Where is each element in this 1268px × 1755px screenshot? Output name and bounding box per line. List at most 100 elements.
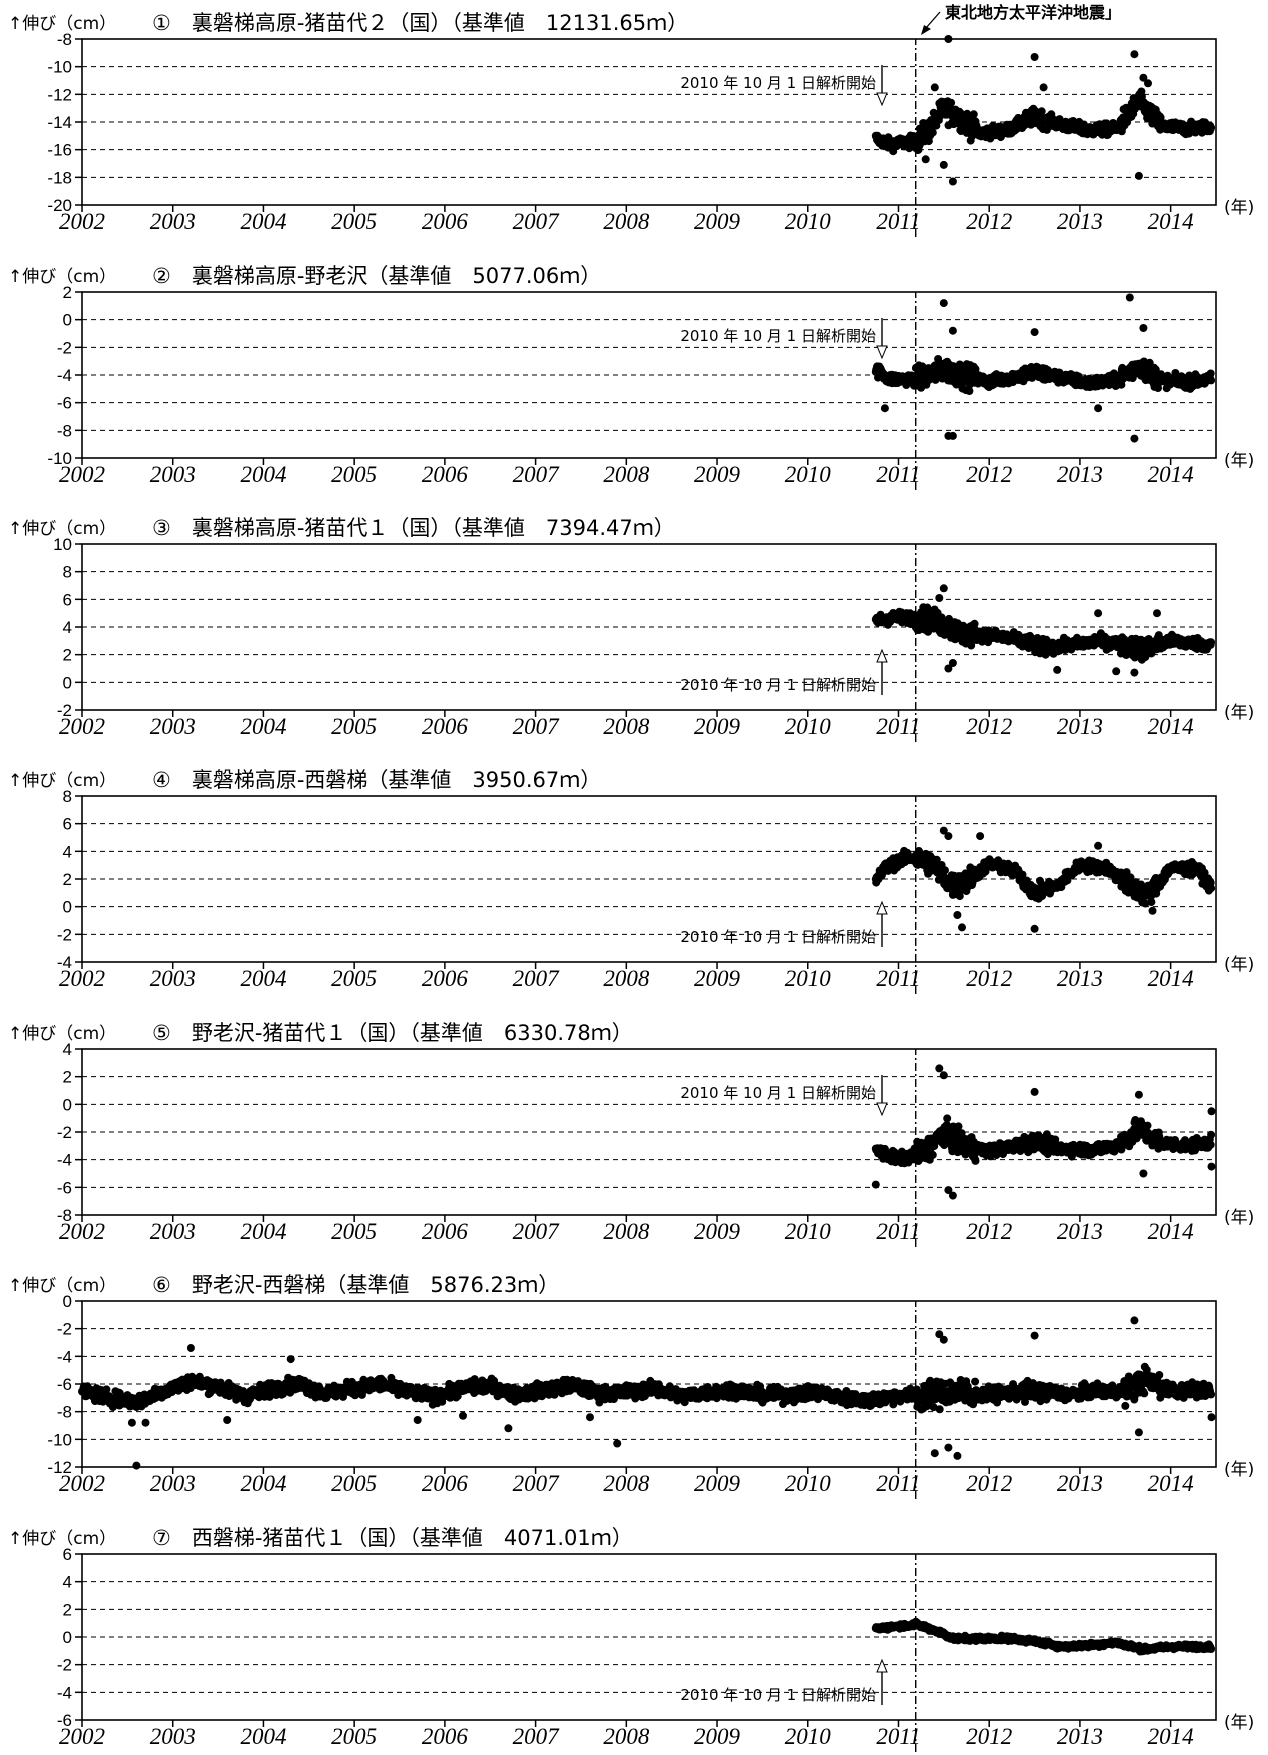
x-tick-label: 2005	[331, 462, 377, 487]
x-tick-label: 2013	[1057, 966, 1103, 991]
analysis-arrow-head	[876, 92, 888, 107]
data-point	[1206, 1140, 1215, 1149]
x-tick-label: 2003	[150, 1471, 196, 1496]
y-tick-label: -20	[47, 196, 72, 215]
x-tick-label: 2011	[876, 1219, 920, 1244]
data-point	[1151, 365, 1160, 374]
plot-frame	[81, 795, 1217, 963]
analysis-arrow-head	[876, 900, 888, 915]
x-tick-label: 2007	[513, 462, 561, 487]
x-tick-label: 2002	[59, 966, 105, 991]
x-tick-label: 2006	[422, 966, 469, 991]
data-point	[971, 365, 980, 374]
data-point	[969, 110, 978, 119]
x-tick-label: 2010	[785, 462, 832, 487]
data-point	[941, 866, 949, 875]
x-tick-label: 2007	[513, 1219, 561, 1244]
y-tick-label: 6	[63, 815, 72, 834]
data-point	[1030, 924, 1039, 933]
x-tick-label: 2007	[513, 966, 561, 991]
x-tick-label: 2002	[59, 1471, 105, 1496]
y-tick-label: -6	[57, 394, 72, 413]
x-unit-label: (年)	[1224, 703, 1254, 723]
data-point	[1139, 73, 1148, 82]
data-point	[1154, 631, 1163, 640]
x-tick-label: 2010	[785, 1219, 832, 1244]
chart-4: ↑伸び（cm） ④ 裏磐梯高原-西磐梯（基準値 3950.67ｍ）86420-2-…	[8, 768, 1254, 994]
y-tick-label: -4	[57, 953, 72, 972]
data-point	[880, 404, 889, 413]
x-tick-label: 2002	[59, 714, 105, 739]
data-point	[953, 911, 962, 919]
data-point	[963, 109, 972, 118]
y-tick-label: -10	[47, 58, 72, 77]
data-point	[1094, 841, 1103, 850]
x-tick-label: 2006	[422, 462, 469, 487]
x-unit-label: (年)	[1224, 198, 1254, 218]
data-points	[78, 1316, 1216, 1470]
x-tick-label: 2012	[966, 1219, 1012, 1244]
y-tick-label: 2	[63, 283, 72, 302]
chart-title: ⑤ 野老沢-猪苗代１（国）（基準値 6330.78ｍ）	[152, 1021, 633, 1045]
data-point	[1141, 899, 1150, 908]
y-tick-label: -12	[47, 85, 72, 104]
data-point	[1094, 609, 1103, 618]
x-tick-label: 2008	[603, 714, 650, 739]
data-point	[928, 128, 937, 137]
x-tick-label: 2013	[1057, 462, 1103, 487]
y-tick-label: -10	[47, 1430, 72, 1449]
x-tick-label: 2003	[150, 714, 196, 739]
y-axis-label: ↑伸び（cm）	[8, 1024, 116, 1044]
x-tick-label: 2013	[1057, 714, 1103, 739]
y-axis-label: ↑伸び（cm）	[8, 771, 116, 791]
x-tick-label: 2005	[331, 1471, 377, 1496]
data-point	[1156, 113, 1165, 122]
y-axis-label: ↑伸び（cm）	[8, 14, 116, 34]
data-point	[935, 1064, 944, 1073]
data-point	[1125, 293, 1134, 302]
x-tick-label: 2003	[150, 209, 196, 234]
x-tick-label: 2010	[785, 209, 832, 234]
chart-3: ↑伸び（cm） ③ 裏磐梯高原-猪苗代１（国）（基準値 7394.47ｍ）1086…	[8, 516, 1254, 742]
data-point	[1134, 1090, 1143, 1099]
x-tick-label: 2008	[603, 462, 650, 487]
y-tick-label: -10	[47, 449, 72, 468]
x-tick-label: 2011	[876, 209, 920, 234]
data-point	[1207, 376, 1216, 385]
x-tick-label: 2002	[59, 462, 105, 487]
data-point	[1207, 123, 1216, 132]
x-tick-label: 2008	[603, 966, 650, 991]
data-point	[948, 431, 957, 440]
x-tick-label: 2005	[331, 209, 377, 234]
analysis-arrow-head	[876, 648, 888, 663]
analysis-start-label: 2010 年 10 月 1 日解析開始	[680, 327, 876, 345]
y-tick-label: -2	[57, 1123, 72, 1142]
data-point	[948, 326, 957, 335]
y-tick-label: 4	[63, 618, 72, 637]
chart-title: ① 裏磐梯高原-猪苗代２（国）（基準値 12131.65ｍ）	[152, 11, 688, 35]
analysis-start-label: 2010 年 10 月 1 日解析開始	[680, 928, 876, 946]
data-point	[939, 160, 948, 169]
x-tick-label: 2013	[1057, 1219, 1103, 1244]
x-tick-label: 2006	[422, 1219, 469, 1244]
chart-title: ② 裏磐梯高原-野老沢（基準値 5077.06ｍ）	[152, 264, 601, 288]
x-unit-label: (年)	[1224, 1460, 1254, 1480]
data-point	[939, 584, 948, 593]
data-point	[1153, 609, 1161, 618]
y-tick-label: -8	[57, 1403, 72, 1422]
x-tick-label: 2008	[603, 209, 650, 234]
x-tick-label: 2004	[240, 714, 286, 739]
data-point	[954, 1122, 963, 1131]
y-tick-label: 4	[63, 842, 72, 861]
x-tick-label: 2004	[240, 462, 286, 487]
y-tick-label: -8	[57, 30, 72, 49]
data-point	[921, 155, 930, 164]
data-point	[1039, 83, 1048, 92]
data-point	[948, 659, 957, 667]
data-point	[928, 1150, 937, 1159]
y-tick-label: 10	[53, 535, 72, 554]
x-tick-label: 2013	[1057, 1471, 1103, 1496]
data-point	[1143, 1121, 1152, 1130]
x-tick-label: 2004	[240, 209, 286, 234]
data-point	[947, 98, 956, 107]
